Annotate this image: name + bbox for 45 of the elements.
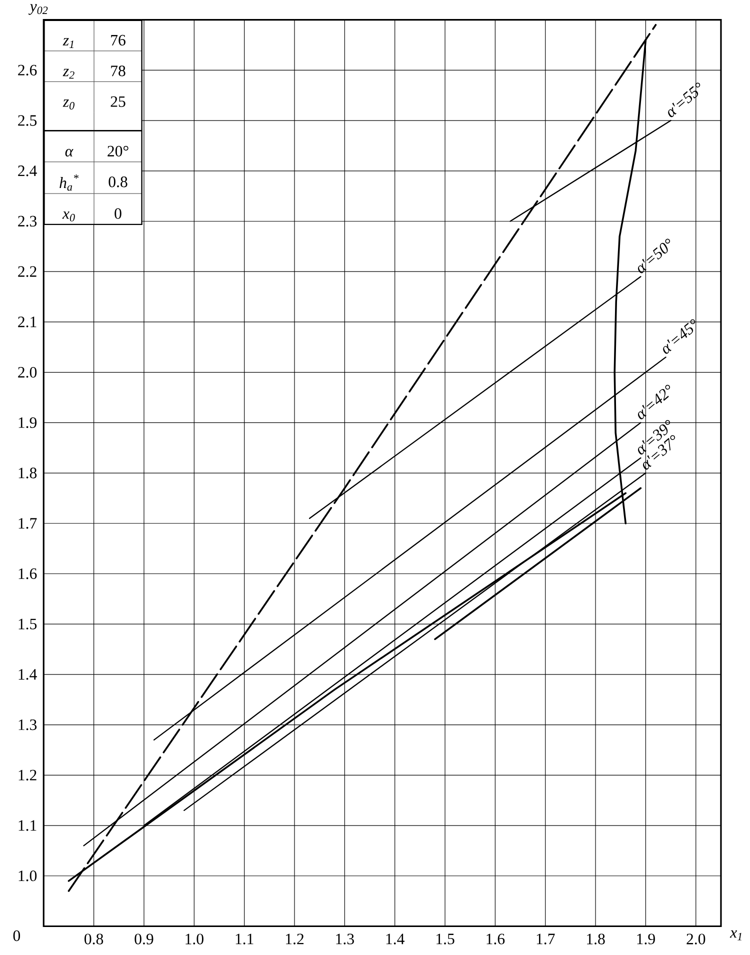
y-tick-label: 1.2	[18, 770, 36, 781]
y-tick-label: 1.0	[18, 870, 37, 882]
annotation: 0	[114, 208, 122, 219]
annotation: z$_{2}$	[62, 68, 75, 79]
x-tick-label: 1.3	[336, 934, 354, 944]
y-tick-label: 1.8	[18, 468, 37, 478]
x-tick-label: 1.5	[436, 934, 454, 944]
y-tick-label: 2.4	[18, 166, 38, 176]
y-tick-label: 2.0	[18, 366, 37, 378]
x-tick-label: 0.8	[84, 934, 104, 944]
x-tick-label: 1.1	[236, 934, 254, 944]
x-tick-label: 1.9	[637, 934, 656, 944]
x-tick-label: 1.6	[486, 934, 505, 944]
x-tick-label: 1.0	[186, 934, 204, 944]
x-axis-title: x$_{1}$	[730, 930, 742, 940]
y-tick-label: 2.2	[18, 266, 36, 277]
y-tick-label: 1.1	[18, 820, 36, 831]
annotation: 0.8	[108, 176, 128, 188]
annotation: 78	[111, 66, 126, 76]
annotation: α	[65, 148, 74, 156]
annotation: h$_{a}$*	[60, 174, 79, 191]
annotation: 76	[111, 34, 126, 46]
y-tick-label: 1.7	[18, 518, 37, 529]
y-tick-label: 1.9	[18, 417, 37, 428]
x-tick-label: 2.0	[686, 934, 706, 944]
x-tick-label: 1.8	[587, 934, 605, 944]
y-tick-label: 2.6	[18, 64, 37, 76]
y-tick-label: 1.6	[18, 568, 37, 580]
y-tick-label: 1.4	[18, 669, 38, 680]
y-tick-label: 1.5	[18, 618, 37, 630]
y-tick-label: 2.1	[18, 316, 36, 328]
annotation: 20°	[108, 146, 128, 156]
y-tick-label: 2.5	[18, 115, 37, 126]
annotation: x$_{0}$	[62, 211, 76, 222]
annotation: z$_{0}$	[62, 100, 75, 110]
y-axis-title: y$_{02}$	[28, 4, 48, 15]
x-tick-label: 1.4	[386, 934, 405, 944]
x-tick-label: 0.9	[134, 934, 154, 944]
y-tick-label: 2.3	[18, 216, 37, 227]
annotation: 25	[110, 96, 126, 107]
x-tick-label: 1.2	[286, 934, 304, 944]
x-tick-label: 1.7	[537, 934, 555, 944]
y-tick-label: 1.3	[18, 719, 37, 730]
text: 0	[13, 930, 20, 942]
annotation: z$_{1}$	[62, 38, 74, 48]
